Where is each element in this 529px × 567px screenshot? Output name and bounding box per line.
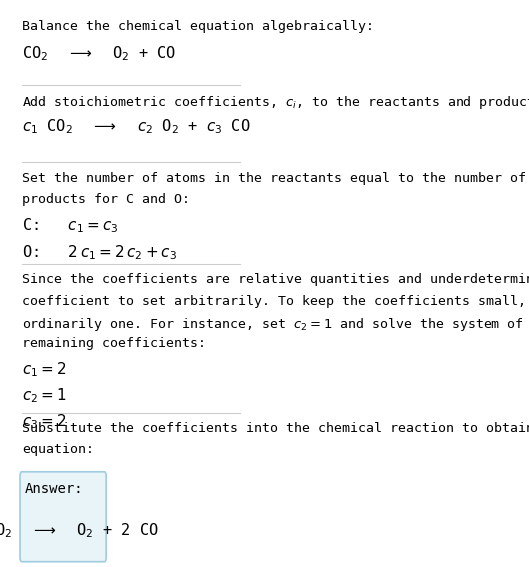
FancyBboxPatch shape <box>20 472 106 562</box>
Text: CO$_2$  $\longrightarrow$  O$_2$ + CO: CO$_2$ $\longrightarrow$ O$_2$ + CO <box>22 44 176 62</box>
Text: Substitute the coefficients into the chemical reaction to obtain the balanced: Substitute the coefficients into the che… <box>22 422 529 435</box>
Text: C:   $c_1 = c_3$: C: $c_1 = c_3$ <box>22 217 118 235</box>
Text: equation:: equation: <box>22 443 94 456</box>
Text: 2 CO$_2$  $\longrightarrow$  O$_2$ + 2 CO: 2 CO$_2$ $\longrightarrow$ O$_2$ + 2 CO <box>0 521 158 540</box>
Text: ordinarily one. For instance, set $c_2 = 1$ and solve the system of equations fo: ordinarily one. For instance, set $c_2 =… <box>22 316 529 333</box>
Text: Add stoichiometric coefficients, $c_i$, to the reactants and products:: Add stoichiometric coefficients, $c_i$, … <box>22 94 529 111</box>
Text: Set the number of atoms in the reactants equal to the number of atoms in the: Set the number of atoms in the reactants… <box>22 172 529 185</box>
Text: $c_1 = 2$: $c_1 = 2$ <box>22 361 66 379</box>
Text: $c_2 = 1$: $c_2 = 1$ <box>22 386 67 405</box>
Text: Since the coefficients are relative quantities and underdetermined, choose a: Since the coefficients are relative quan… <box>22 273 529 286</box>
Text: remaining coefficients:: remaining coefficients: <box>22 337 206 350</box>
Text: products for C and O:: products for C and O: <box>22 193 190 206</box>
Text: Answer:: Answer: <box>25 482 84 496</box>
Text: Balance the chemical equation algebraically:: Balance the chemical equation algebraica… <box>22 20 374 33</box>
Text: coefficient to set arbitrarily. To keep the coefficients small, the arbitrary va: coefficient to set arbitrarily. To keep … <box>22 295 529 308</box>
Text: O:   $2\,c_1 = 2\,c_2 + c_3$: O: $2\,c_1 = 2\,c_2 + c_3$ <box>22 243 177 262</box>
Text: $c_1$ CO$_2$  $\longrightarrow$  $c_2$ O$_2$ + $c_3$ CO: $c_1$ CO$_2$ $\longrightarrow$ $c_2$ O$_… <box>22 117 250 136</box>
Text: $c_3 = 2$: $c_3 = 2$ <box>22 412 66 431</box>
